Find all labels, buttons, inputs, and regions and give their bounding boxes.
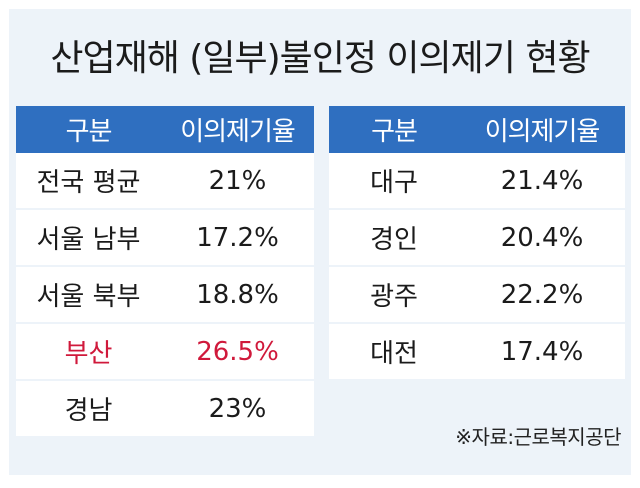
column-header-rate: 이의제기율	[161, 106, 314, 153]
region-cell: 광주	[329, 266, 459, 324]
column-header-region: 구분	[16, 106, 161, 153]
region-cell: 경인	[329, 209, 459, 267]
page-title: 산업재해 (일부)불인정 이의제기 현황	[50, 38, 590, 79]
source-note: ※자료:근로복지공단	[455, 425, 621, 449]
table-row: 광주 22.2%	[329, 266, 625, 324]
region-cell: 대전	[329, 323, 459, 379]
region-cell: 전국 평균	[16, 153, 161, 210]
region-cell: 부산	[16, 323, 161, 381]
rate-cell: 26.5%	[161, 323, 314, 381]
table-row: 경남 23%	[16, 380, 314, 436]
table-row: 경인 20.4%	[329, 209, 625, 267]
column-header-region: 구분	[329, 106, 459, 153]
table-row: 대전 17.4%	[329, 323, 625, 379]
rate-cell: 17.2%	[161, 209, 314, 267]
table-row: 서울 남부 17.2%	[16, 209, 314, 267]
rate-cell: 21.4%	[459, 153, 625, 210]
rate-cell: 20.4%	[459, 209, 625, 267]
region-cell: 대구	[329, 153, 459, 210]
table-row: 서울 북부 18.8%	[16, 266, 314, 324]
table-row: 대구 21.4%	[329, 153, 625, 210]
rate-cell: 17.4%	[459, 323, 625, 379]
region-cell: 서울 북부	[16, 266, 161, 324]
rate-cell: 22.2%	[459, 266, 625, 324]
table-row: 전국 평균 21%	[16, 153, 314, 210]
rate-cell: 18.8%	[161, 266, 314, 324]
table-row: 부산 26.5%	[16, 323, 314, 381]
infographic-card: 산업재해 (일부)불인정 이의제기 현황 구분 이의제기율 전국 평균 21% 서울…	[9, 9, 631, 475]
table-header-row: 구분 이의제기율	[16, 106, 314, 153]
rate-cell: 23%	[161, 380, 314, 436]
right-table: 구분 이의제기율 대구 21.4% 경인 20.4% 광주 22.2% 대전 17.4%	[329, 106, 625, 379]
left-table: 구분 이의제기율 전국 평균 21% 서울 남부 17.2% 서울 북부 18.8% 부산 2…	[16, 106, 314, 436]
table-header-row: 구분 이의제기율	[329, 106, 625, 153]
rate-cell: 21%	[161, 153, 314, 210]
region-cell: 경남	[16, 380, 161, 436]
region-cell: 서울 남부	[16, 209, 161, 267]
column-header-rate: 이의제기율	[459, 106, 625, 153]
